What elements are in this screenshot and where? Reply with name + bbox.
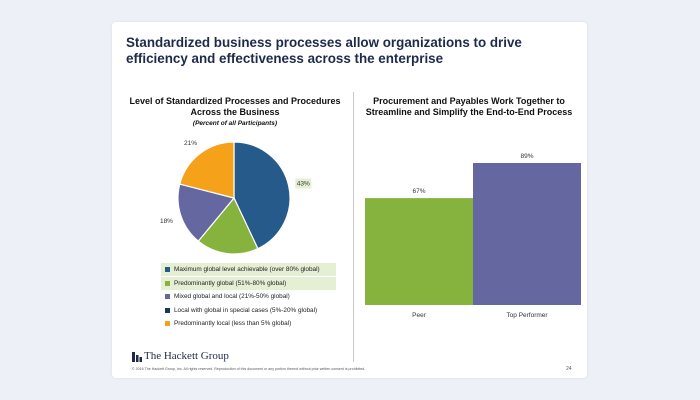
hackett-logo-text: The Hackett Group bbox=[144, 350, 229, 362]
slide: Standardized business processes allow or… bbox=[112, 22, 587, 378]
legend-item: Mixed global and local (21%-50% global) bbox=[161, 290, 336, 303]
legend-label: Predominantly local (less than 5% global… bbox=[174, 320, 292, 327]
legend-swatch bbox=[165, 280, 170, 286]
pie-slice-label: 21% bbox=[184, 140, 197, 147]
legend-label: Predominantly global (51%-80% global) bbox=[174, 279, 287, 287]
chart-divider bbox=[353, 92, 354, 362]
bar-title-line-2: Streamline and Simplify the End-to-End P… bbox=[365, 107, 573, 117]
pie-title-line-1: Level of Standardized Processes and Proc… bbox=[129, 96, 341, 106]
legend-label: Maximum global level achievable (over 80… bbox=[174, 266, 320, 273]
legend-swatch bbox=[165, 321, 170, 326]
slide-title-line-2: efficiency and effectiveness across the … bbox=[126, 51, 444, 66]
bar-title-line-1: Procurement and Payables Work Together t… bbox=[373, 96, 565, 106]
slide-title-line-1: Standardized business processes allow or… bbox=[126, 35, 522, 50]
bar-value-label: 89% bbox=[520, 153, 533, 160]
bar bbox=[365, 198, 473, 305]
bar-category-label: Peer bbox=[412, 312, 427, 319]
bar bbox=[473, 163, 581, 305]
legend-label: Mixed global and local (21%-50% global) bbox=[174, 293, 290, 300]
pie-chart-title: Level of Standardized Processes and Proc… bbox=[126, 96, 344, 129]
pie-slice bbox=[233, 141, 291, 250]
pie-slice-label: 43% bbox=[297, 181, 310, 188]
bar-chart-title: Procurement and Payables Work Together t… bbox=[356, 96, 582, 118]
legend-label: Local with global in special cases (5%-2… bbox=[174, 306, 318, 314]
bar-category-label: Top Performer bbox=[506, 312, 548, 319]
bar-chart: 67% Peer 89% Top Performer bbox=[365, 153, 581, 319]
pie-slice bbox=[197, 196, 259, 255]
copyright-notice: © 2016 The Hackett Group, Inc. All right… bbox=[132, 367, 366, 371]
pie-slice bbox=[179, 141, 235, 199]
pie-legend: Maximum global level achievable (over 80… bbox=[161, 263, 336, 331]
legend-item: Local with global in special cases (5%-2… bbox=[161, 304, 336, 317]
pie-title-line-2: Across the Business bbox=[190, 107, 280, 117]
legend-item: Predominantly global (51%-80% global) bbox=[161, 276, 336, 290]
bar-value-label: 67% bbox=[412, 188, 425, 195]
pie-label-highlight bbox=[295, 178, 312, 189]
slide-title: Standardized business processes allow or… bbox=[126, 35, 556, 67]
pie-chart: 43%18%18%21% bbox=[160, 140, 312, 255]
legend-item: Predominantly local (less than 5% global… bbox=[161, 317, 336, 330]
pie-slice-label: 18% bbox=[160, 218, 173, 225]
hackett-logo-mark-icon bbox=[132, 352, 142, 362]
legend-swatch bbox=[165, 294, 170, 299]
page-number: 24 bbox=[566, 366, 572, 372]
pie-subtitle: (Percent of all Participants) bbox=[192, 120, 278, 127]
legend-swatch bbox=[165, 307, 170, 313]
pie-slice bbox=[177, 183, 236, 242]
legend-item: Maximum global level achievable (over 80… bbox=[161, 263, 336, 276]
legend-swatch bbox=[165, 267, 170, 272]
